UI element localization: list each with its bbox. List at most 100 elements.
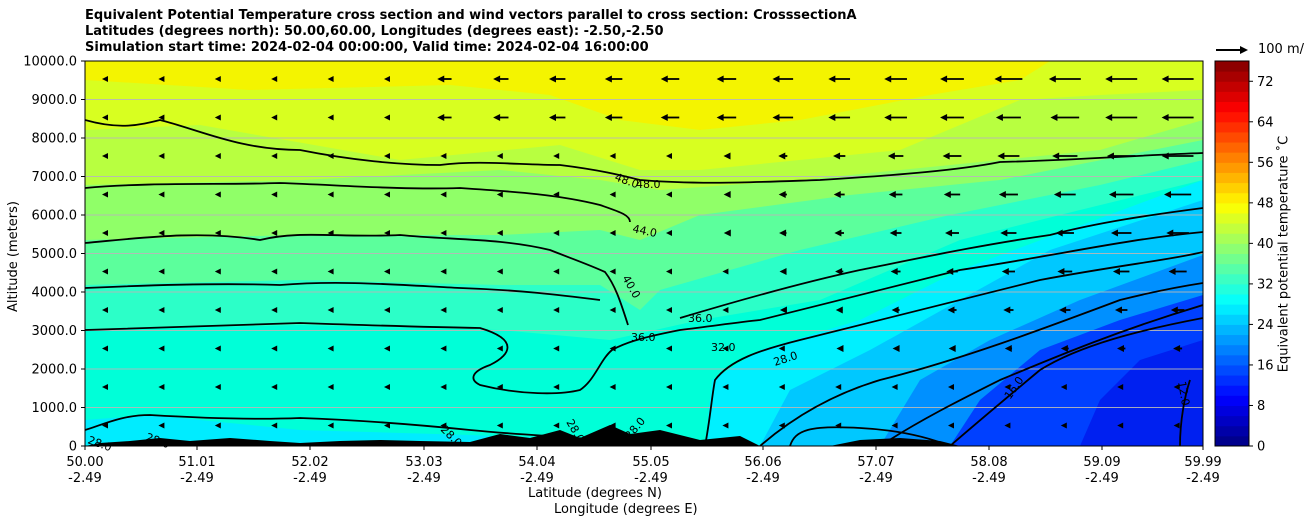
colorbar-segment: [1215, 91, 1249, 103]
wind-vector: [384, 191, 390, 198]
wind-vector: [1059, 306, 1071, 314]
colorbar-segment: [1215, 385, 1249, 396]
wind-vector: [271, 76, 278, 82]
x-axis: 50.00-2.4951.01-2.4952.02-2.4953.03-2.49…: [66, 446, 1222, 486]
wind-vector: [666, 422, 672, 429]
wind-vector: [214, 345, 221, 352]
colorbar-segment: [1215, 192, 1249, 204]
contour-12: [1179, 379, 1191, 446]
wind-vector: [945, 229, 959, 237]
contour-36-left: [85, 231, 1203, 395]
wind-vector: [1000, 229, 1017, 237]
y-tick-label: 9000.0: [32, 93, 78, 108]
x-tick-label-lat: 55.05: [632, 455, 669, 470]
colorbar-segment: [1215, 61, 1249, 72]
wind-vector: [1060, 422, 1067, 429]
wind-vector: [948, 345, 956, 352]
colorbar-segment: [1215, 324, 1249, 336]
x-tick-label-lon: -2.49: [1085, 471, 1119, 486]
y-axis-label: Altitude (meters): [6, 201, 21, 312]
wind-vector: [384, 384, 390, 390]
wind-vector: [722, 268, 729, 275]
wind-vector: [158, 345, 165, 352]
wind-vector: [1173, 422, 1180, 429]
wind-vector: [1057, 268, 1073, 275]
wind-vector: [214, 230, 221, 236]
colorbar-tick-label: 64: [1257, 115, 1274, 130]
wind-vector: [327, 230, 334, 236]
wind-vector: [327, 345, 334, 352]
wind-vector: [1170, 306, 1185, 314]
wind-vector: [553, 345, 560, 352]
wind-vector: [723, 229, 731, 237]
colorbar-tick-label: 40: [1257, 237, 1274, 252]
colorbar-tick-label: 48: [1257, 196, 1274, 211]
wind-vector: [496, 268, 503, 275]
wind-vector: [609, 191, 616, 198]
colorbar-label: Equivalent potential temperature ˚C: [1276, 135, 1292, 373]
contour-28: [759, 282, 1203, 446]
wind-vector: [1161, 152, 1194, 160]
wind-vector: [493, 75, 509, 83]
wind-vector: [1166, 229, 1189, 237]
wind-vector: [102, 307, 108, 313]
fill-band-52: [85, 61, 1050, 130]
x-tick-label-lon: -2.49: [407, 471, 441, 486]
wind-vector: [660, 114, 680, 121]
y-tick-label: 8000.0: [32, 132, 78, 147]
terrain: [85, 425, 960, 446]
wind-vector: [604, 114, 623, 121]
wind-vector: [666, 307, 672, 313]
wind-vector: [496, 191, 503, 198]
wind-vector: [496, 153, 503, 159]
wind-vector: [327, 114, 334, 121]
wind-vector: [835, 384, 842, 390]
y-tick-label: 1000.0: [32, 401, 78, 416]
wind-vector: [1105, 75, 1138, 83]
wind-vector: [158, 268, 165, 275]
colorbar-segment: [1215, 202, 1249, 214]
wind-vector: [214, 76, 221, 82]
wind-vector: [1106, 152, 1136, 160]
y-tick-label: 7000.0: [32, 170, 78, 185]
wind-vector: [102, 422, 108, 429]
wind-vector: [384, 76, 390, 82]
colorbar-segment: [1215, 263, 1249, 275]
wind-vector: [496, 345, 503, 352]
colorbar-segment: [1215, 253, 1249, 265]
wind-vector: [158, 76, 165, 82]
contour-label: 36.0: [688, 312, 713, 325]
wind-vector: [1117, 422, 1124, 429]
wind-vector: [271, 345, 278, 352]
colorbar-frame: [1214, 60, 1250, 447]
wind-vector: [943, 191, 961, 198]
wind-vector: [553, 307, 560, 313]
colorbar-segment: [1215, 142, 1249, 153]
contour-label: 48.0: [636, 178, 661, 191]
x-tick-label-lon: -2.49: [972, 471, 1006, 486]
wind-vector: [1004, 345, 1013, 352]
wind-vector: [440, 230, 447, 236]
colorbar-segment: [1215, 334, 1249, 346]
wind-vector: [158, 422, 165, 429]
wind-vector: [440, 422, 447, 429]
wind-vector: [102, 384, 108, 390]
wind-vector: [778, 345, 785, 352]
wind-vector: [102, 345, 108, 352]
wind-vector: [496, 384, 503, 390]
x-tick-label-lat: 50.00: [66, 455, 103, 470]
wind-reference-label: 100 m/: [1258, 42, 1304, 57]
wind-vector: [778, 422, 785, 429]
wind-vector: [778, 191, 787, 198]
wind-vector: [1001, 268, 1015, 275]
contour-lines: [85, 119, 1203, 446]
wind-vector: [772, 114, 794, 121]
x-tick-label-lat: 54.04: [518, 455, 555, 470]
colorbar-segment: [1215, 152, 1249, 163]
wind-vector: [1112, 268, 1130, 275]
wind-vector: [666, 268, 672, 275]
wind-vector: [1114, 306, 1128, 314]
colorbar-segment: [1215, 223, 1249, 234]
wind-vector: [940, 75, 964, 83]
